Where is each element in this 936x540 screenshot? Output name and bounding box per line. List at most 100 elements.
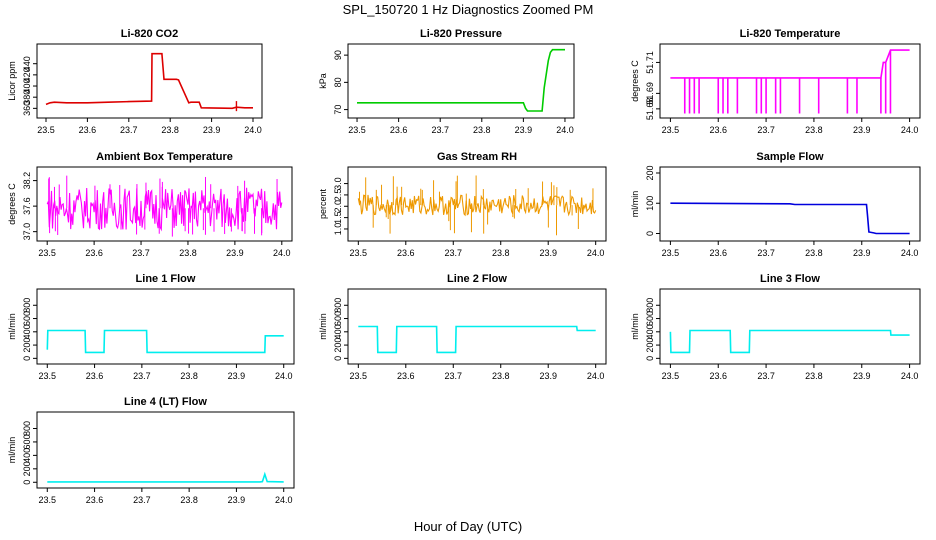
x-tick-label: 24.0: [556, 125, 574, 135]
y-tick-label: 440: [22, 56, 32, 71]
y-tick-label: 400: [22, 324, 32, 339]
x-tick-label: 23.9: [228, 495, 246, 505]
y-axis-label: ml/min: [7, 437, 17, 464]
x-tick-label: 23.7: [444, 371, 462, 381]
panel-frame: [659, 288, 921, 365]
y-tick-label: 3.0: [333, 177, 343, 190]
y-tick-label: 70: [333, 105, 343, 115]
panel-6: Sample Flow 23.5 23.6 23.7 23.8 23.9 24.0 0 100 2…: [630, 151, 921, 258]
x-tick-label: 24.0: [275, 371, 293, 381]
y-tick-label: 51.71: [645, 51, 655, 74]
y-tick-label: 90: [333, 50, 343, 60]
x-tick-label: 23.7: [444, 248, 462, 258]
x-tick-label: 24.0: [901, 371, 919, 381]
y-tick-label: 2.5: [333, 189, 343, 202]
x-tick-label: 23.9: [853, 248, 871, 258]
x-tick-label: 23.6: [85, 248, 103, 258]
y-axis-label: ml/min: [630, 313, 640, 340]
panel-9: Line 3 Flow 23.5 23.6 23.7 23.8 23.9 24.0 0 2004…: [630, 273, 921, 381]
y-tick-label: 400: [645, 324, 655, 339]
y-tick-label: 2.0: [333, 200, 343, 213]
x-tick-label: 23.5: [348, 125, 366, 135]
x-tick-label: 23.5: [38, 248, 56, 258]
panel-7-data: [46, 329, 284, 354]
x-tick-label: 23.5: [662, 371, 680, 381]
x-tick-label: 23.6: [709, 125, 727, 135]
x-tick-label: 24.0: [901, 248, 919, 258]
x-tick-label: 23.6: [86, 495, 104, 505]
x-tick-label: 23.8: [805, 371, 823, 381]
x-tick-label: 24.0: [275, 495, 293, 505]
y-tick-label: 100: [645, 196, 655, 211]
panel-4: Ambient Box Temperature 23.5 23.6 23.7 23.8 2…: [7, 151, 293, 258]
panel-5: Gas Stream RH 23.5 23.6 23.7 23.8 23.9 24.0 1.0…: [318, 151, 607, 258]
panel-7: Line 1 Flow 23.5 23.6 23.7 23.8 23.9 24.0 0 2004…: [7, 273, 295, 381]
panel-2-data: [357, 48, 565, 112]
x-tick-label: 23.7: [757, 125, 775, 135]
series-line: [357, 48, 565, 112]
panel-2: Li-820 Pressure 23.5 23.6 23.7 23.8 23.9 24.0 7…: [318, 28, 575, 135]
x-tick-label: 23.9: [226, 248, 244, 258]
y-tick-label: 51.68: [645, 98, 655, 121]
x-tick-label: 23.9: [539, 371, 557, 381]
panel-6-data: [670, 202, 910, 235]
y-axis-label: percent: [318, 188, 328, 219]
series-line: [357, 194, 597, 217]
panel-title: Li-820 CO2: [121, 28, 178, 40]
panel-3-data: [670, 49, 910, 114]
panel-title: Line 1 Flow: [136, 273, 196, 285]
y-tick-label: 0: [645, 231, 655, 236]
x-tick-label: 23.6: [397, 371, 415, 381]
panel-frame: [347, 43, 575, 119]
x-tick-label: 23.8: [473, 125, 491, 135]
x-tick-label: 23.9: [853, 125, 871, 135]
y-tick-label: 400: [22, 448, 32, 463]
x-tick-label: 23.5: [662, 125, 680, 135]
y-tick-label: 80: [333, 77, 343, 87]
x-tick-label: 23.6: [709, 248, 727, 258]
x-tick-label: 23.6: [79, 125, 97, 135]
panels: Li-820 CO2 23.5 23.6 23.7 23.8 23.9 24.0 360380…: [7, 28, 921, 505]
y-tick-label: 360: [22, 101, 32, 116]
y-tick-label: 200: [645, 338, 655, 353]
panel-title: Ambient Box Temperature: [96, 151, 233, 163]
y-tick-label: 0: [22, 480, 32, 485]
y-tick-label: 1.0: [333, 223, 343, 236]
y-axis-label: ml/min: [630, 191, 640, 218]
x-tick-label: 23.8: [492, 371, 510, 381]
x-tick-label: 23.9: [853, 371, 871, 381]
x-tick-label: 23.5: [39, 495, 57, 505]
x-tick-label: 23.9: [228, 371, 246, 381]
x-tick-label: 24.0: [244, 125, 262, 135]
x-tick-label: 23.8: [492, 248, 510, 258]
y-axis-label: Licor ppm: [7, 61, 17, 101]
y-axis-label: degrees C: [7, 183, 17, 225]
series-line: [358, 325, 596, 354]
panel-title: Li-820 Temperature: [740, 28, 841, 40]
series-line: [670, 202, 910, 235]
y-tick-label: 0: [22, 356, 32, 361]
x-tick-label: 23.7: [431, 125, 449, 135]
x-tick-label: 23.8: [805, 248, 823, 258]
y-tick-label: 400: [22, 79, 32, 94]
x-tick-label: 23.5: [662, 248, 680, 258]
x-tick-label: 23.7: [120, 125, 138, 135]
panel-10: Line 4 (LT) Flow 23.5 23.6 23.7 23.8 23.9 24.0…: [7, 396, 295, 505]
y-tick-label: 38.2: [22, 172, 32, 190]
panel-title: Line 3 Flow: [760, 273, 820, 285]
panel-title: Sample Flow: [756, 151, 824, 163]
panel-8: Line 2 Flow 23.5 23.6 23.7 23.8 23.9 24.0 0 2004…: [318, 273, 607, 381]
panel-9-data: [669, 329, 910, 354]
panel-5-data: [357, 175, 597, 236]
panel-frame: [36, 411, 295, 489]
x-tick-label: 23.8: [805, 125, 823, 135]
x-tick-label: 24.0: [273, 248, 291, 258]
x-tick-label: 23.6: [709, 371, 727, 381]
x-tick-label: 23.7: [133, 495, 151, 505]
figure-xlabel: Hour of Day (UTC): [414, 519, 522, 534]
x-tick-label: 23.9: [539, 248, 557, 258]
y-tick-label: 200: [333, 338, 343, 353]
x-tick-label: 24.0: [901, 125, 919, 135]
x-tick-label: 23.7: [757, 371, 775, 381]
